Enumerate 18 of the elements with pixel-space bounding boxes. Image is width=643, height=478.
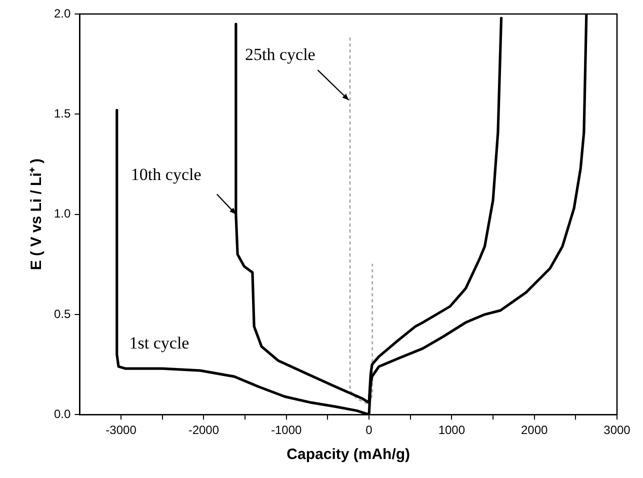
y-tick-label: 0.5 — [54, 306, 71, 321]
series-label: 1st cycle — [129, 334, 190, 352]
y-tick-label: 1.0 — [54, 206, 71, 221]
text: 25th cycle — [245, 45, 316, 64]
x-tick-label: -3000 — [106, 423, 137, 438]
x-tick-label: 2000 — [520, 423, 548, 438]
x-axis-title: Capacity (mAh/g) — [286, 446, 410, 464]
y-axis-title: E ( V vs Li / Li⁺ ) — [28, 158, 46, 270]
text: 10th cycle — [130, 165, 202, 184]
y-tick-label: 2.0 — [54, 6, 71, 20]
x-tick-label: -1000 — [270, 423, 302, 438]
x-tick-label: 1000 — [438, 423, 466, 438]
y-tick-label: 0.0 — [54, 406, 71, 421]
line-series — [349, 37, 374, 406]
x-tick-label: 0 — [366, 423, 373, 438]
x-tick-label: -2000 — [188, 423, 220, 438]
y-tick-label: 1.5 — [54, 106, 71, 120]
x-tick-label: 3000 — [604, 423, 631, 438]
